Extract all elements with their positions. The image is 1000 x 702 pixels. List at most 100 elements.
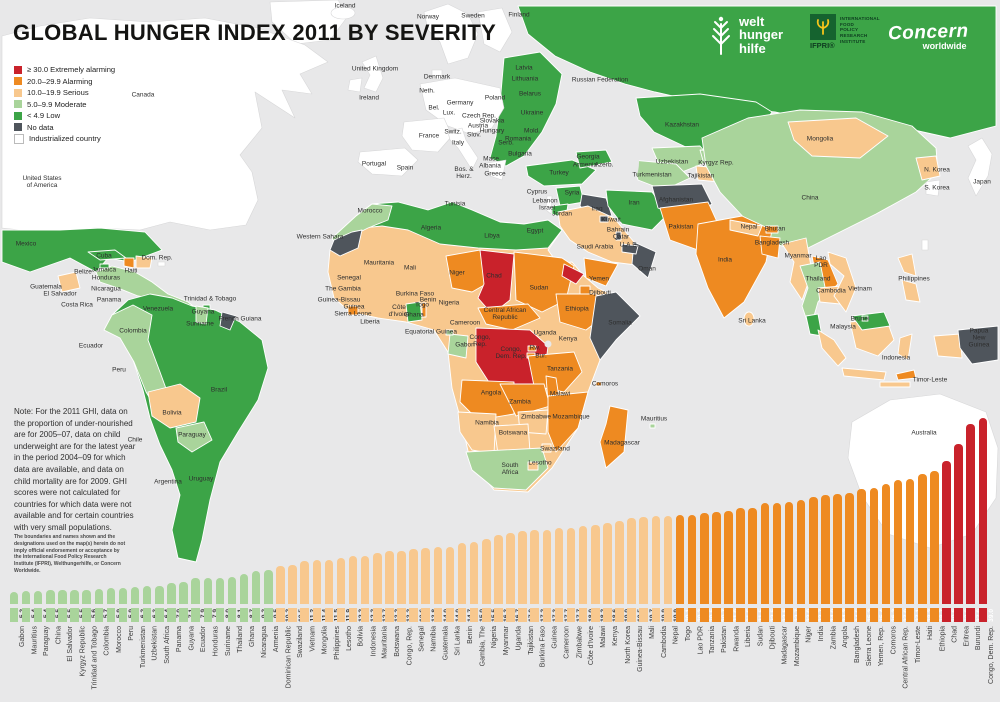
- ghi-country-label: Mali: [648, 626, 656, 639]
- page-title: GLOBAL HUNGER INDEX 2011 BY SEVERITY: [13, 20, 497, 45]
- ghi-bar: [796, 500, 806, 604]
- country-france: [401, 117, 453, 153]
- ghi-bar-footer: [966, 607, 975, 622]
- ghi-country-label: Nicaragua: [261, 626, 268, 658]
- map-label: Sweden: [461, 12, 485, 20]
- ghi-bar-footer: [191, 607, 200, 622]
- ghi-bar-footer: [46, 607, 55, 622]
- ghi-country-label: Bolivia: [357, 626, 365, 647]
- country-equatorial-guinea: [445, 329, 454, 336]
- map-label: Guatemala: [30, 283, 62, 291]
- ghi-bar-footer: [494, 607, 503, 622]
- ghi-country-label: Haiti: [927, 626, 935, 641]
- country-taiwan: [921, 239, 929, 251]
- map-label: Lithuania: [511, 75, 539, 83]
- map-label: Swaziland: [540, 445, 570, 453]
- map-label: United Kingdom: [351, 65, 399, 73]
- ghi-bar-footer: [142, 607, 152, 622]
- country-puerto-rico: [157, 261, 166, 267]
- ghi-country-label: Bangladesh: [854, 626, 862, 663]
- ghi-bar-footer: [300, 607, 309, 622]
- ghi-bar-footer: [457, 607, 467, 622]
- methodology-note: Note: For the 2011 GHI, data on the prop…: [14, 407, 136, 532]
- ghi-bar: [918, 474, 927, 604]
- country-western-sahara: [329, 229, 363, 257]
- map-label: Belize: [74, 268, 92, 276]
- ghi-bar: [506, 533, 515, 604]
- country-mozambique: [547, 391, 589, 453]
- ghi-country-label: Timor-Leste: [914, 626, 922, 664]
- ghi-bar: [905, 479, 915, 604]
- severity-legend: ≥ 30.0 Extremely alarming 20.0–29.9 Alarm…: [14, 64, 115, 145]
- ghi-country-label: Congo, Dem. Rep.: [987, 626, 995, 684]
- ghi-country-label: Guatemala: [442, 626, 450, 661]
- ghi-country-label: Tajikistan: [527, 626, 535, 655]
- ghi-bar-footer: [70, 607, 79, 622]
- caspian-sea: [621, 142, 639, 182]
- ghi-country-label: Zambia: [830, 626, 838, 650]
- ghi-country-label: Mauritius: [30, 626, 38, 655]
- ghi-country-label: Lesotho: [345, 626, 353, 651]
- ghi-bar-footer: [167, 607, 176, 622]
- ghi-bar: [821, 495, 830, 604]
- map-label: Mali: [404, 264, 416, 272]
- map-label: Switz.: [444, 128, 462, 136]
- ghi-bar: [106, 588, 116, 604]
- ghi-bar-footer: [796, 607, 806, 622]
- ghi-bar-footer: [663, 607, 673, 622]
- ghi-country-label: Sudan: [757, 626, 765, 647]
- ghi-country-label: Mongolia: [321, 626, 329, 655]
- map-label: Australia: [911, 429, 937, 437]
- map-label: Morocco: [357, 207, 383, 215]
- ghi-bar-footer: [360, 607, 370, 622]
- map-label: Spain: [396, 164, 414, 172]
- map-label: Turkey: [549, 169, 569, 177]
- ghi-bar: [881, 484, 891, 604]
- ifpri-logo: IFPRI® INTERNATIONAL FOOD POLICY RESEARC…: [810, 14, 880, 50]
- ghi-bar: [700, 513, 709, 604]
- region-north-africa: [355, 201, 563, 251]
- country-bhutan: [765, 225, 779, 234]
- country-comoros: [595, 381, 602, 387]
- map-label: Honduras: [91, 274, 121, 282]
- country-finland: [477, 7, 513, 53]
- ghi-country-label: Côte d'Ivoire: [587, 626, 595, 666]
- map-label: Zambia: [509, 398, 531, 406]
- map-label: Brunei: [850, 315, 870, 323]
- map-label: Tunisia: [444, 200, 466, 208]
- ghi-bar: [675, 515, 685, 604]
- ghi-bar-footer: [227, 607, 237, 622]
- ghi-bar-footer: [21, 607, 31, 622]
- ghi-bar: [130, 587, 140, 604]
- ghi-bar: [421, 548, 430, 604]
- map-label: Libya: [484, 232, 500, 240]
- map-label: Ecuador: [78, 342, 104, 350]
- ghi-bar-footer: [784, 607, 794, 622]
- ghi-bar: [663, 516, 673, 604]
- map-label: Comoros: [591, 380, 619, 388]
- map-label: Togo: [414, 301, 430, 309]
- map-label: Turkmenistan: [632, 171, 672, 179]
- wheat-icon: [712, 16, 730, 55]
- ghi-bar: [833, 494, 842, 604]
- map-label: Chile: [127, 436, 143, 444]
- ghi-bar-footer: [857, 607, 866, 622]
- map-label: Central African Republic: [483, 306, 527, 321]
- ghi-bar: [845, 493, 854, 604]
- ghi-bar: [772, 503, 782, 604]
- ghi-country-label: Pakistan: [721, 626, 729, 653]
- ghi-bar-footer: [336, 607, 346, 622]
- map-africa: [327, 201, 656, 493]
- country-denmark: [431, 69, 443, 80]
- ghi-bar: [336, 558, 346, 604]
- ghi-country-label: Liberia: [745, 626, 753, 648]
- ghi-country-label: Benin: [466, 626, 474, 644]
- country-lesotho: [527, 461, 539, 471]
- country-kuwait: [599, 215, 609, 223]
- ghi-bar: [118, 588, 128, 604]
- ghi-bar: [215, 578, 225, 604]
- ghi-bar: [542, 530, 552, 604]
- map-label: Rw.: [529, 344, 541, 352]
- map-label: Finland: [508, 11, 530, 19]
- map-label: Russian Federation: [571, 76, 629, 84]
